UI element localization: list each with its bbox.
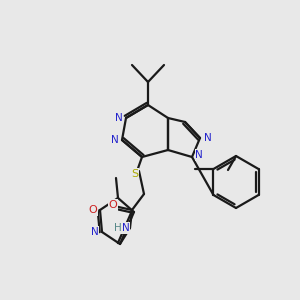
Text: N: N xyxy=(91,227,99,237)
Text: N: N xyxy=(122,223,130,233)
Text: N: N xyxy=(111,135,119,145)
Text: O: O xyxy=(88,205,98,215)
Text: O: O xyxy=(109,200,117,210)
Text: H: H xyxy=(114,223,122,233)
Text: N: N xyxy=(204,133,212,143)
Text: N: N xyxy=(115,113,123,123)
Text: S: S xyxy=(131,169,139,179)
Text: N: N xyxy=(195,150,203,160)
